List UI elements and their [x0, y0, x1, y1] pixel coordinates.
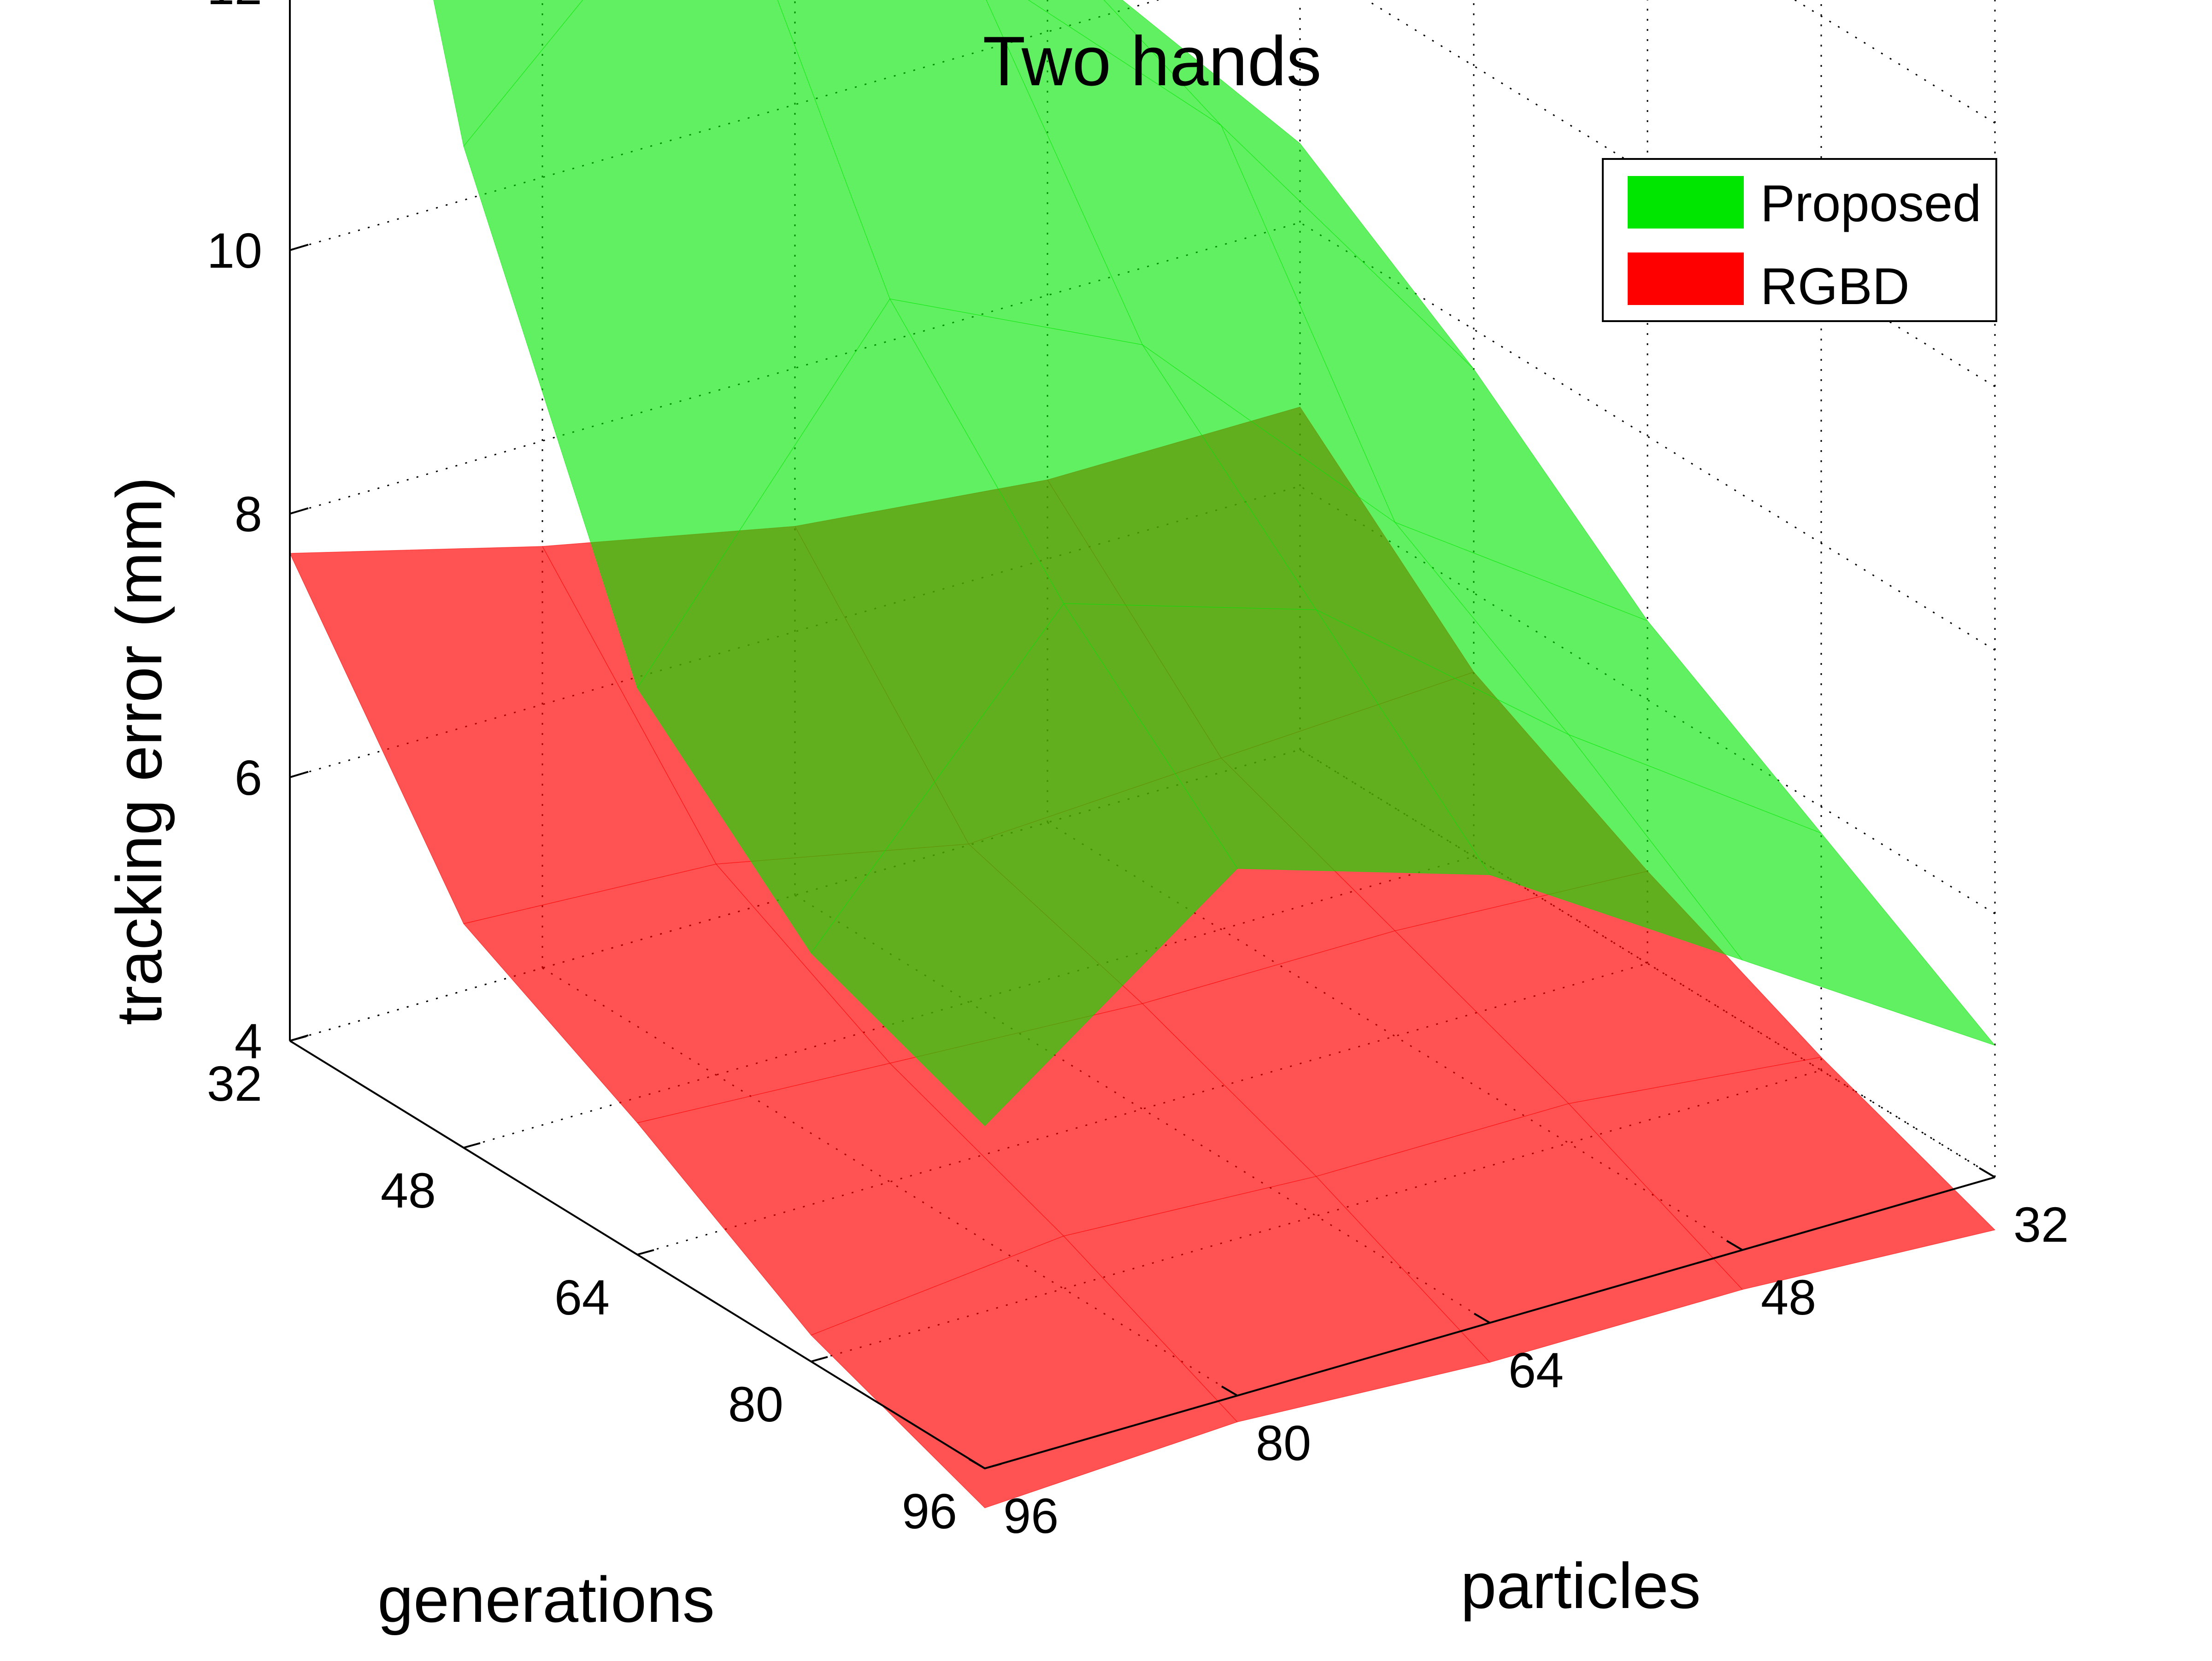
z-tick	[289, 771, 309, 778]
surface-proposed	[433, 0, 1995, 1126]
y-tick	[1221, 1385, 1238, 1397]
z-tick	[289, 1034, 309, 1042]
z-tick-label: 6	[235, 750, 262, 805]
surfaces	[289, 0, 1995, 1508]
z-tick-label: 10	[207, 223, 262, 278]
z-tick-label: 12	[207, 0, 262, 15]
legend-swatch-proposed	[1628, 176, 1744, 229]
chart-title: Two hands	[982, 22, 1321, 100]
y-tick	[1726, 1240, 1743, 1251]
y-tick-label: 48	[1761, 1269, 1816, 1325]
x-tick	[463, 1142, 481, 1149]
y-tick	[1473, 1313, 1491, 1324]
y-axis-title: particles	[1460, 1549, 1700, 1622]
legend-swatch-rgbd	[1628, 252, 1744, 305]
legend-label-rgbd: RGBD	[1760, 258, 1910, 315]
y-tick	[968, 1458, 986, 1469]
x-tick	[811, 1356, 828, 1362]
legend: Proposed RGBD	[1602, 158, 1997, 322]
x-tick-label: 96	[902, 1483, 957, 1539]
x-tick-label: 80	[728, 1376, 783, 1432]
x-tick-label: 32	[207, 1056, 262, 1111]
z-tick	[289, 507, 309, 515]
y-tick	[1978, 1167, 1996, 1178]
axes	[289, 0, 1996, 1470]
surface-patch	[811, 1236, 1238, 1508]
x-tick-label: 48	[381, 1162, 436, 1218]
tick-labels: 32 48 64 80 96 32 48 64 80 96 4 6 8 10 12	[207, 0, 2069, 1544]
x-tick	[637, 1249, 654, 1256]
z-axis-title: tracking error (mm)	[103, 477, 175, 1025]
y-tick-label: 64	[1508, 1342, 1564, 1398]
legend-label-proposed: Proposed	[1760, 175, 1981, 232]
grid-line	[1300, 749, 1995, 1178]
z-tick-label: 8	[235, 486, 262, 542]
x-axis-title: generations	[377, 1563, 715, 1636]
z-tick-label: 4	[235, 1013, 262, 1069]
y-tick-label: 32	[2013, 1197, 2069, 1252]
x-tick-label: 64	[554, 1269, 610, 1325]
x-tick	[984, 1463, 1002, 1469]
y-tick-label: 96	[1003, 1488, 1059, 1544]
surface-patch	[811, 603, 1238, 1126]
y-tick-label: 80	[1256, 1415, 1311, 1471]
z-tick	[289, 244, 309, 251]
